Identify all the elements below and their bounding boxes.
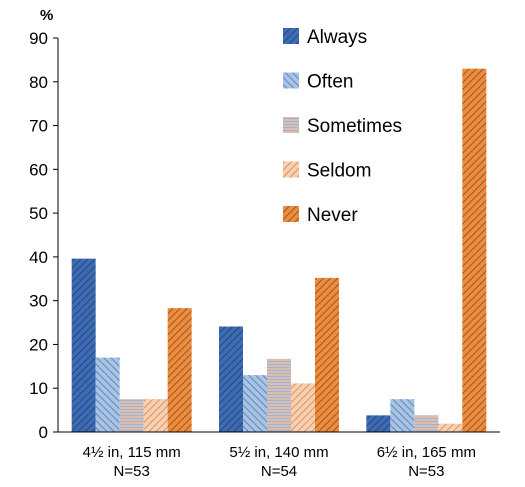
bar-always-1 — [71, 258, 96, 432]
legend-swatch-always — [283, 28, 299, 44]
bar-sometimes-3 — [414, 415, 439, 432]
x-category-sample-size: N=54 — [261, 463, 297, 480]
legend-label-sometimes: Sometimes — [307, 116, 402, 137]
x-axis: 4½ in, 115 mm N=53 5½ in, 140 mm N=54 6½ in,… — [83, 444, 476, 480]
x-category-label: 6½ in, 165 mm — [377, 444, 476, 461]
bar-often-3 — [390, 399, 415, 432]
x-category-sample-size: N=53 — [408, 463, 444, 480]
legend-label-never: Never — [307, 205, 358, 226]
bar-sometimes-2 — [267, 358, 291, 432]
bar-seldom-1 — [143, 399, 168, 432]
y-axis: 0 10 20 30 40 50 60 70 80 90 — [29, 29, 58, 442]
bar-seldom-2 — [291, 383, 315, 432]
bar-never-3 — [462, 68, 487, 433]
legend-label-seldom: Seldom — [307, 161, 371, 182]
y-tick-label: 20 — [29, 335, 48, 354]
y-axis-unit-label: % — [40, 7, 53, 24]
y-tick-label: 50 — [29, 204, 48, 223]
bar-never-1 — [167, 308, 192, 432]
bar-always-3 — [366, 415, 391, 432]
y-tick-label: 70 — [29, 117, 48, 136]
y-tick-label: 60 — [29, 160, 48, 179]
legend-swatch-sometimes — [283, 117, 299, 133]
x-category-label: 4½ in, 115 mm — [83, 444, 181, 461]
bars-group — [71, 68, 487, 433]
bar-never-2 — [315, 277, 339, 432]
y-tick-label: 30 — [29, 292, 48, 311]
bar-seldom-3 — [438, 423, 463, 432]
bar-sometimes-1 — [119, 399, 144, 432]
legend-swatch-often — [283, 72, 299, 89]
legend-swatch-never — [283, 206, 299, 222]
legend-label-always: Always — [307, 27, 367, 48]
bar-often-2 — [243, 375, 267, 432]
y-tick-label: 90 — [29, 29, 48, 48]
y-tick-label: 40 — [29, 248, 48, 267]
y-tick-label: 10 — [29, 379, 48, 398]
bar-always-2 — [219, 326, 243, 432]
y-tick-label: 0 — [39, 423, 48, 442]
y-tick-label: 80 — [29, 73, 48, 92]
bar-often-1 — [95, 357, 120, 432]
x-category-label: 5½ in, 140 mm — [229, 444, 328, 461]
legend-swatch-seldom — [283, 161, 299, 178]
legend-label-often: Often — [307, 72, 353, 93]
x-category-sample-size: N=53 — [114, 463, 150, 480]
legend: Always Often Sometimes Seldom Never — [283, 27, 402, 226]
